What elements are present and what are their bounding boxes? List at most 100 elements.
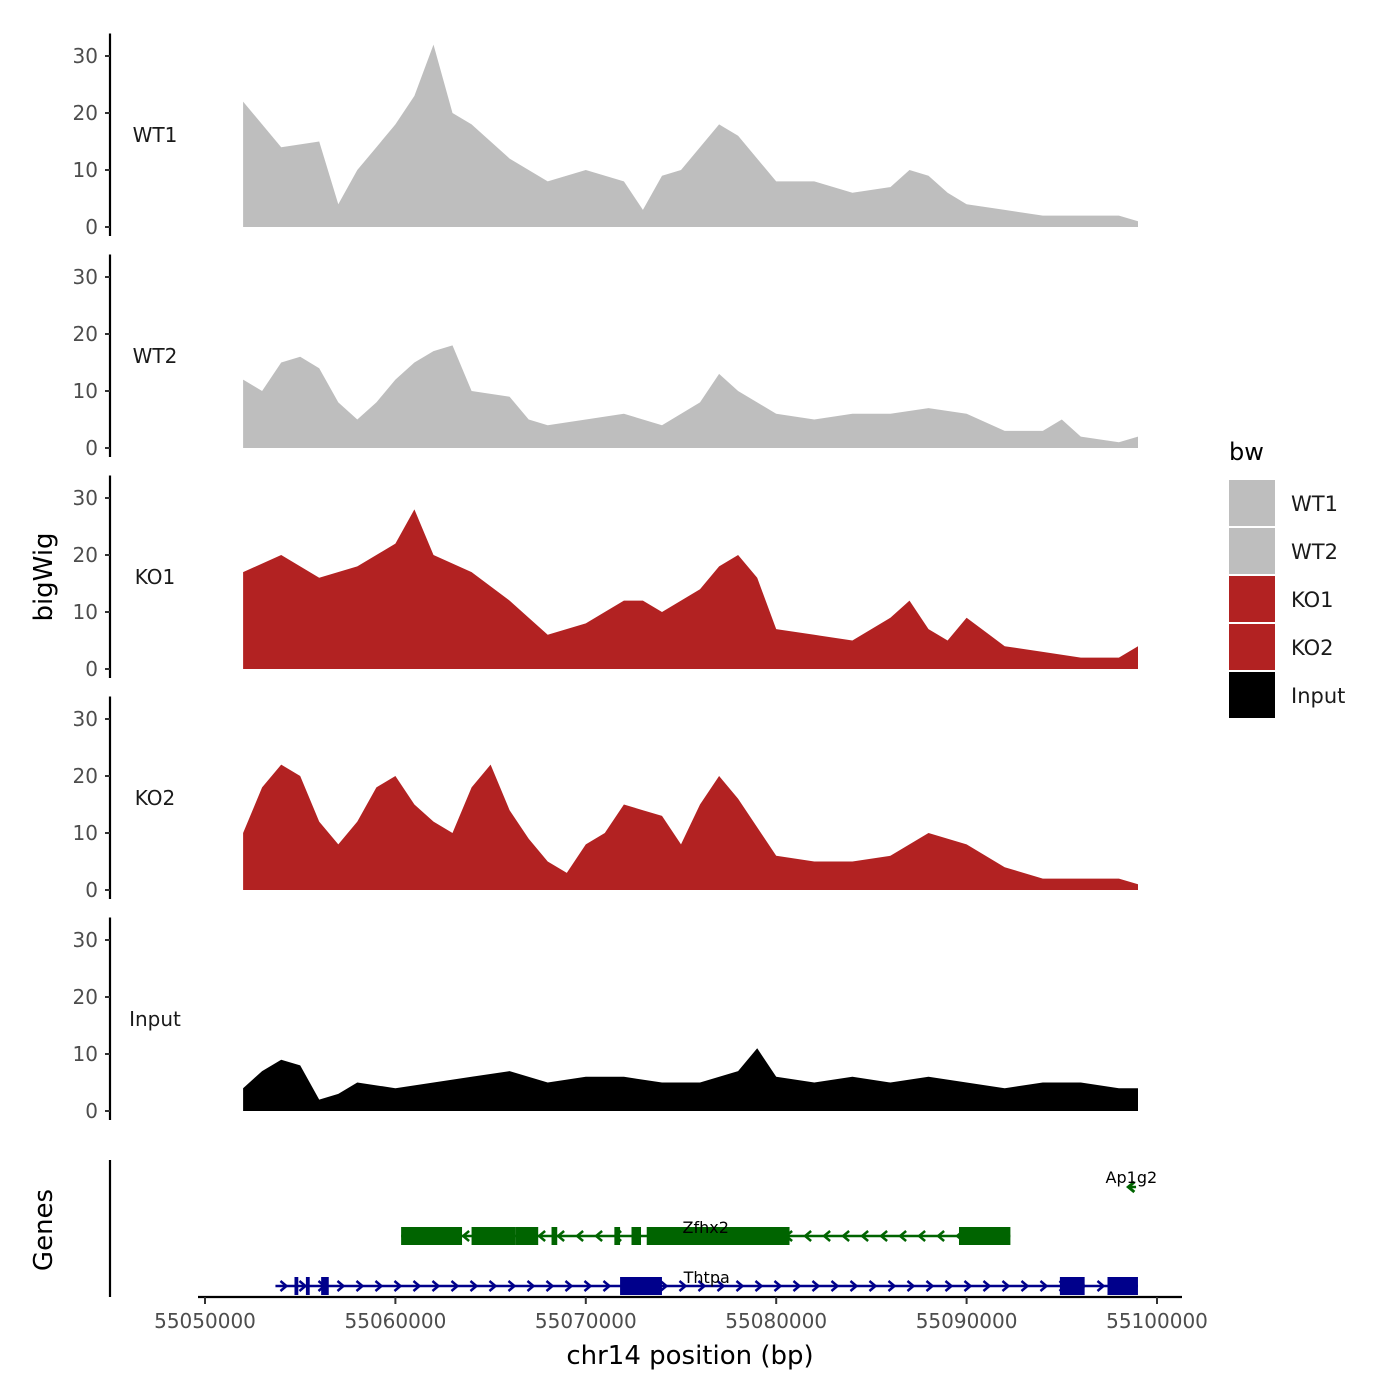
bigwig-tracks: 0 10 20 30 WT1 0 10 20 30 WT2 0 10 20 30 KO1 0 10 20 30 KO2… <box>73 33 1139 1123</box>
strand-arrow-thtpa <box>1001 1280 1011 1292</box>
strand-arrow-zfhx2 <box>803 1230 812 1242</box>
legend-swatch-wt2 <box>1229 528 1275 574</box>
genes-axis-title: Genes <box>29 1189 59 1271</box>
exon-zfhx2 <box>958 1227 1011 1245</box>
strand-arrow-thtpa <box>602 1280 612 1292</box>
legend-label-ko1: KO1 <box>1291 588 1334 612</box>
track-wt1: 0 10 20 30 WT1 <box>73 33 1139 239</box>
legend: bw WT1 WT2 KO1 KO2 Input <box>1229 438 1345 718</box>
strand-arrow-thtpa <box>355 1280 365 1292</box>
y-tick-label-ko2: 0 <box>85 878 98 902</box>
strand-arrow-thtpa <box>773 1280 783 1292</box>
y-tick-label-input: 30 <box>73 928 98 952</box>
track-label-wt2: WT2 <box>133 344 178 368</box>
y-tick-label-ko1: 0 <box>85 657 98 681</box>
strand-arrow-thtpa <box>716 1280 726 1292</box>
strand-arrow-thtpa <box>526 1280 536 1292</box>
exon-thtpa <box>321 1277 329 1295</box>
strand-arrow-thtpa <box>868 1280 878 1292</box>
legend-swatch-ko1 <box>1229 576 1275 622</box>
track-label-wt1: WT1 <box>133 123 178 147</box>
strand-arrow-thtpa <box>1096 1280 1106 1292</box>
strand-arrow-thtpa <box>488 1280 498 1292</box>
legend-title: bw <box>1229 438 1264 466</box>
gene-annotation-panel: Ap1g2 Zfhx2 Thtpa <box>108 1160 1157 1297</box>
strand-arrow-zfhx2 <box>461 1230 470 1242</box>
y-tick-label-input: 10 <box>73 1042 98 1066</box>
y-tick-label-ko2: 30 <box>73 707 98 731</box>
y-tick-label-wt1: 10 <box>73 158 98 182</box>
x-tick-label: 55070000 <box>535 1309 637 1333</box>
strand-arrow-zfhx2 <box>537 1230 546 1242</box>
strand-arrow-ap1g2 <box>1125 1180 1136 1194</box>
exon-thtpa <box>1107 1277 1138 1295</box>
y-tick-label-ko1: 20 <box>73 543 98 567</box>
strand-arrow-thtpa <box>830 1280 840 1292</box>
y-tick-label-wt2: 0 <box>85 436 98 460</box>
gene-zfhx2: Zfhx2 <box>401 1218 1011 1245</box>
strand-arrow-zfhx2 <box>841 1230 850 1242</box>
strand-arrow-thtpa <box>1039 1280 1049 1292</box>
y-tick-label-ko2: 10 <box>73 821 98 845</box>
track-label-input: Input <box>129 1007 181 1031</box>
strand-arrow-zfhx2 <box>879 1230 888 1242</box>
strand-arrow-thtpa <box>887 1280 897 1292</box>
x-tick-label: 55090000 <box>916 1309 1018 1333</box>
y-tick-label-wt2: 30 <box>73 265 98 289</box>
strand-arrow-thtpa <box>678 1280 688 1292</box>
strand-arrow-thtpa <box>336 1280 346 1292</box>
x-tick-label: 55080000 <box>725 1309 827 1333</box>
y-tick-label-ko2: 20 <box>73 764 98 788</box>
gene-label-thtpa: Thtpa <box>683 1268 730 1287</box>
strand-arrow-thtpa <box>792 1280 802 1292</box>
x-tick-label: 55050000 <box>154 1309 256 1333</box>
x-axis-title: chr14 position (bp) <box>566 1341 813 1371</box>
x-tick-label: 55100000 <box>1106 1309 1208 1333</box>
strand-arrow-thtpa <box>583 1280 593 1292</box>
legend-label-input: Input <box>1291 684 1345 708</box>
strand-arrow-thtpa <box>469 1280 479 1292</box>
exon-thtpa <box>305 1277 310 1295</box>
strand-arrow-thtpa <box>393 1280 403 1292</box>
track-label-ko1: KO1 <box>135 565 176 589</box>
strand-arrow-zfhx2 <box>594 1230 603 1242</box>
strand-arrow-zfhx2 <box>917 1230 926 1242</box>
exon-zfhx2 <box>614 1227 621 1245</box>
strand-arrow-thtpa <box>811 1280 821 1292</box>
y-tick-label-wt2: 10 <box>73 379 98 403</box>
y-tick-label-wt2: 20 <box>73 322 98 346</box>
y-tick-label-ko1: 30 <box>73 486 98 510</box>
legend-swatch-input <box>1229 672 1275 718</box>
exon-zfhx2 <box>646 1227 790 1245</box>
y-tick-label-wt1: 20 <box>73 101 98 125</box>
gene-thtpa: Thtpa <box>275 1268 1138 1295</box>
strand-arrow-zfhx2 <box>575 1230 584 1242</box>
exon-thtpa <box>1059 1277 1085 1295</box>
area-wt1 <box>243 44 1139 227</box>
y-tick-label-wt1: 30 <box>73 44 98 68</box>
exon-zfhx2 <box>401 1227 463 1245</box>
area-ko1 <box>243 509 1139 669</box>
area-ko2 <box>243 764 1139 890</box>
y-tick-label-wt1: 0 <box>85 215 98 239</box>
exon-zfhx2 <box>551 1227 558 1245</box>
exon-zfhx2 <box>471 1227 516 1245</box>
y-axis-title: bigWig <box>29 532 59 621</box>
strand-arrow-thtpa <box>982 1280 992 1292</box>
legend-label-wt2: WT2 <box>1291 540 1338 564</box>
strand-arrow-thtpa <box>925 1280 935 1292</box>
strand-arrow-thtpa <box>849 1280 859 1292</box>
strand-arrow-zfhx2 <box>898 1230 907 1242</box>
track-ko1: 0 10 20 30 KO1 <box>73 475 1139 681</box>
strand-arrow-thtpa <box>659 1280 669 1292</box>
exon-thtpa <box>620 1277 662 1295</box>
exon-zfhx2 <box>515 1227 539 1245</box>
area-wt2 <box>243 345 1139 448</box>
gene-ap1g2: Ap1g2 <box>1106 1168 1157 1194</box>
strand-arrow-thtpa <box>754 1280 764 1292</box>
legend-label-ko2: KO2 <box>1291 636 1334 660</box>
x-axis: 55050000 55060000 55070000 55080000 55090000… <box>154 1295 1208 1333</box>
track-input: 0 10 20 30 Input <box>73 917 1139 1123</box>
strand-arrow-thtpa <box>963 1280 973 1292</box>
